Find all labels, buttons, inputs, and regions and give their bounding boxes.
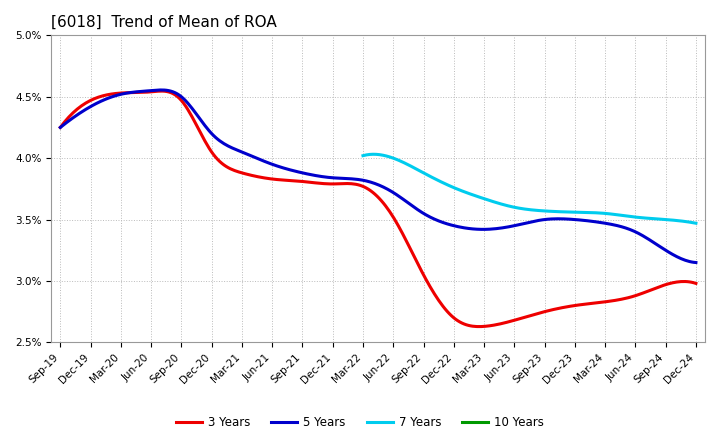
- Legend: 3 Years, 5 Years, 7 Years, 10 Years: 3 Years, 5 Years, 7 Years, 10 Years: [171, 412, 549, 434]
- Text: [6018]  Trend of Mean of ROA: [6018] Trend of Mean of ROA: [51, 15, 277, 30]
